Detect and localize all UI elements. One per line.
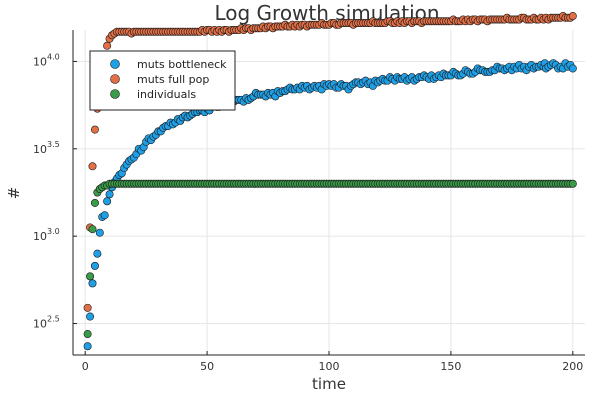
y-ticks: 10 2.510 3.010 3.510 4.0 — [33, 52, 77, 331]
y-tick-base: 10 — [33, 230, 47, 243]
data-point — [93, 249, 102, 258]
x-tick-label: 200 — [562, 360, 583, 373]
y-tick-label: 10 3.0 — [33, 227, 60, 243]
data-points — [83, 12, 577, 351]
data-point — [95, 228, 104, 237]
data-point — [90, 125, 99, 134]
data-point — [90, 198, 99, 207]
legend-marker — [110, 59, 120, 69]
y-tick-label: 10 3.5 — [33, 140, 60, 156]
y-tick-base: 10 — [33, 55, 47, 68]
data-point — [86, 272, 95, 281]
x-tick-label: 150 — [440, 360, 461, 373]
data-point — [90, 261, 99, 270]
y-tick-label: 10 4.0 — [33, 52, 60, 68]
y-tick-exponent: 2.5 — [47, 315, 60, 324]
data-point — [568, 12, 577, 21]
x-ticks: 0 50 100 150 200 — [82, 351, 583, 373]
data-point — [105, 190, 114, 199]
data-point — [86, 312, 95, 321]
legend-label: muts full pop — [137, 73, 209, 86]
y-tick-base: 10 — [33, 143, 47, 156]
legend-label: muts bottleneck — [137, 58, 227, 71]
data-point — [568, 179, 577, 188]
x-tick-label: 50 — [200, 360, 214, 373]
legend-marker — [110, 74, 120, 84]
data-point — [103, 197, 112, 206]
y-tick-label: 10 2.5 — [33, 315, 60, 331]
data-point — [88, 279, 97, 288]
x-tick-label: 100 — [319, 360, 340, 373]
y-axis-label: # — [5, 187, 23, 200]
y-tick-exponent: 4.0 — [47, 52, 60, 61]
data-point — [83, 330, 92, 339]
data-point — [88, 162, 97, 171]
legend-label: individuals — [137, 88, 196, 101]
series-2 — [83, 179, 577, 339]
data-point — [100, 211, 109, 220]
data-point — [88, 225, 97, 234]
data-point — [83, 342, 92, 351]
data-point — [83, 303, 92, 312]
y-tick-exponent: 3.0 — [47, 227, 60, 236]
data-point — [568, 64, 577, 73]
y-tick-exponent: 3.5 — [47, 140, 60, 149]
legend-marker — [110, 89, 120, 99]
x-axis-label: time — [312, 375, 346, 393]
legend: muts bottleneck muts full pop individuals — [89, 50, 236, 111]
data-point — [103, 41, 112, 50]
y-tick-base: 10 — [33, 318, 47, 331]
series-1 — [83, 12, 577, 312]
x-tick-label: 0 — [82, 360, 89, 373]
